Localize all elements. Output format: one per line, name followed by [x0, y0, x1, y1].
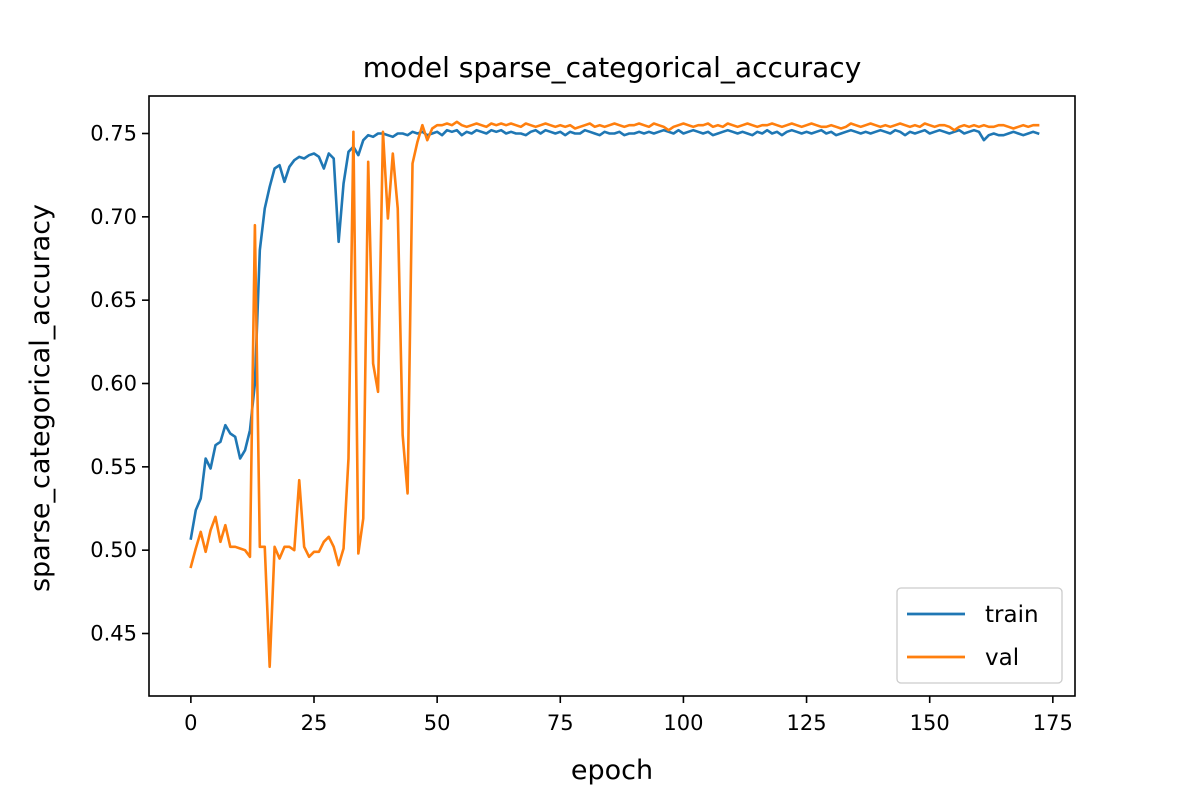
y-axis-label: sparse_categorical_accuracy	[25, 204, 56, 592]
y-tick-label: 0.60	[90, 372, 137, 396]
x-tick-label: 100	[663, 711, 703, 735]
legend-box	[896, 587, 1063, 684]
x-tick-label: 0	[184, 711, 197, 735]
y-tick-label: 0.55	[90, 455, 137, 479]
y-tick-label: 0.50	[90, 538, 137, 562]
axes-frame	[148, 95, 1076, 697]
y-axis-ticks: 0.45 0.50 0.55 0.60 0.65 0.70 0.75	[90, 122, 149, 646]
y-tick-label: 0.45	[90, 622, 137, 646]
x-tick-label: 175	[1033, 711, 1073, 735]
legend-label-train: train	[985, 602, 1039, 628]
y-tick-label: 0.75	[90, 122, 137, 146]
series-line-train	[189, 128, 1040, 541]
chart-title: model sparse_categorical_accuracy	[363, 51, 862, 84]
x-axis-ticks: 0 25 50 75 100 125 150 175	[184, 696, 1073, 735]
plot-area	[189, 120, 1040, 669]
x-tick-label: 25	[301, 711, 328, 735]
x-tick-label: 125	[787, 711, 827, 735]
legend: train val	[896, 587, 1063, 684]
x-tick-label: 150	[910, 711, 950, 735]
x-axis-label: epoch	[571, 755, 653, 786]
legend-label-val: val	[985, 645, 1019, 671]
x-tick-label: 75	[547, 711, 574, 735]
series-line-val	[189, 120, 1040, 669]
x-tick-label: 50	[424, 711, 451, 735]
y-tick-label: 0.70	[90, 205, 137, 229]
y-tick-label: 0.65	[90, 288, 137, 312]
